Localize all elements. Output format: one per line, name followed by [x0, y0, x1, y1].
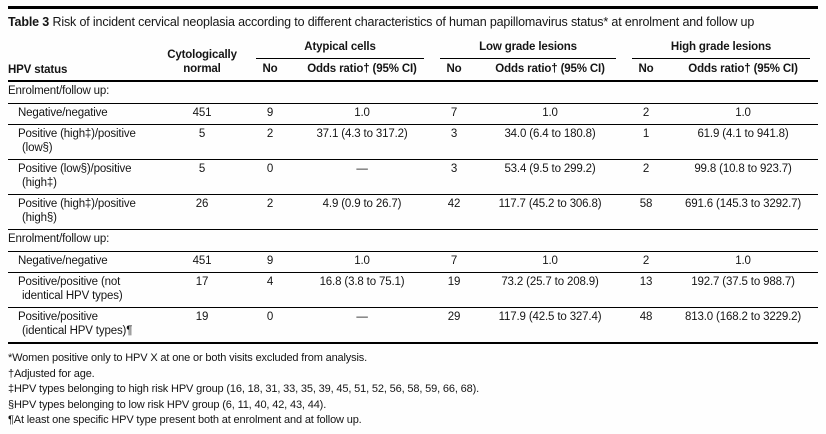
cell-atypical-odds-ratio: — [356, 163, 368, 175]
row-label: Positive (high‡)/positive (low§) [18, 128, 136, 154]
cell-lowgrade-no: 3 [450, 128, 458, 140]
cell-cytologically-normal: 5 [198, 128, 206, 140]
cell-highgrade-no: 48 [639, 311, 653, 323]
cell-cytologically-normal: 451 [192, 106, 212, 119]
cell-highgrade-odds-ratio: 99.8 (10.8 to 923.7) [694, 163, 792, 175]
cell-lowgrade-odds-ratio: 53.4 (9.5 to 299.2) [504, 163, 596, 175]
col-header-atypical-no: No [262, 62, 278, 75]
table-row-negative-negative-1: Negative/negative 451 9 1.0 7 1.0 2 1.0 [8, 103, 819, 125]
section-label: Enrolment/follow up: [8, 233, 110, 245]
footnote-dagger: †Adjusted for age. [8, 367, 95, 380]
cell-lowgrade-no: 19 [447, 276, 461, 288]
cell-lowgrade-odds-ratio: 117.9 (42.5 to 327.4) [498, 311, 602, 323]
cell-lowgrade-no: 7 [450, 254, 458, 267]
table-row-positive-low-positive-high: Positive (low§)/positive (high‡) 5 0 — 3… [8, 159, 819, 195]
cell-lowgrade-no: 7 [450, 106, 458, 119]
cell-atypical-no: 2 [266, 128, 274, 140]
cell-highgrade-no: 58 [639, 198, 653, 210]
section-row-enrolment-followup-2: Enrolment/follow up: [8, 229, 819, 252]
cell-atypical-no: 4 [266, 276, 274, 288]
group-header-atypical-cells: Atypical cells [248, 41, 432, 59]
results-table: HPV status Cytologically normal Atypical… [8, 41, 819, 344]
group-header-high-grade-lesions: High grade lesions [624, 41, 818, 59]
cell-highgrade-odds-ratio: 813.0 (168.2 to 3229.2) [684, 311, 802, 323]
section-row-enrolment-followup-1: Enrolment/follow up: [8, 81, 819, 103]
col-header-lowgrade-no: No [446, 62, 462, 75]
col-header-lowgrade-odds-ratio: Odds ratio† (95% CI) [495, 62, 605, 75]
cell-lowgrade-odds-ratio: 34.0 (6.4 to 180.8) [504, 128, 596, 140]
footnotes: *Women positive only to HPV X at one or … [8, 351, 818, 429]
table-row-positive-positive-identical: Positive/positive (identical HPV types)¶… [8, 307, 819, 344]
cell-atypical-no: 9 [266, 106, 274, 119]
table-row-positive-high-positive-high: Positive (high‡)/positive (high§) 26 2 4… [8, 194, 819, 230]
table-header: HPV status Cytologically normal Atypical… [8, 41, 819, 82]
cell-atypical-odds-ratio: 1.0 [354, 106, 370, 119]
row-label: Positive/positive (not identical HPV typ… [18, 276, 123, 302]
cell-highgrade-no: 2 [642, 106, 650, 119]
cell-atypical-odds-ratio: 1.0 [354, 254, 370, 267]
footnote-section-mark: §HPV types belonging to low risk HPV gro… [8, 398, 327, 411]
cell-cytologically-normal: 451 [192, 254, 212, 267]
cell-atypical-no: 9 [266, 254, 274, 267]
cell-highgrade-no: 2 [642, 163, 650, 175]
table-body: Enrolment/follow up: Negative/negative 4… [8, 81, 819, 344]
col-header-highgrade-no: No [638, 62, 654, 75]
cell-highgrade-no: 1 [642, 128, 650, 140]
cell-highgrade-odds-ratio: 691.6 (145.3 to 3292.7) [684, 198, 802, 210]
cell-cytologically-normal: 26 [195, 198, 209, 210]
row-label: Positive (high‡)/positive (high§) [18, 198, 136, 224]
cell-atypical-odds-ratio: 4.9 (0.9 to 26.7) [322, 198, 402, 210]
row-label: Negative/negative [18, 106, 108, 119]
group-header-low-grade-lesions: Low grade lesions [432, 41, 624, 59]
col-header-cytologically-normal: Cytologically normal [167, 49, 237, 75]
cell-atypical-no: 0 [266, 311, 274, 323]
cell-cytologically-normal: 17 [195, 276, 209, 288]
cell-lowgrade-odds-ratio: 73.2 (25.7 to 208.9) [501, 276, 599, 288]
col-header-atypical-odds-ratio: Odds ratio† (95% CI) [307, 62, 417, 75]
cell-highgrade-no: 2 [642, 254, 650, 267]
table-caption-text: Risk of incident cervical neoplasia acco… [52, 15, 755, 29]
top-rule [8, 6, 818, 9]
cell-highgrade-odds-ratio: 192.7 (37.5 to 988.7) [691, 276, 795, 288]
cell-highgrade-no: 13 [639, 276, 653, 288]
cell-atypical-no: 2 [266, 198, 274, 210]
cell-lowgrade-no: 3 [450, 163, 458, 175]
footnote-double-dagger: ‡HPV types belonging to high risk HPV gr… [8, 383, 480, 395]
cell-highgrade-odds-ratio: 1.0 [735, 254, 751, 267]
cell-atypical-odds-ratio: — [356, 311, 368, 323]
cell-lowgrade-odds-ratio: 117.7 (45.2 to 306.8) [498, 198, 602, 210]
cell-lowgrade-no: 29 [447, 311, 461, 323]
table-row-positive-high-positive-low: Positive (high‡)/positive (low§) 5 2 37.… [8, 124, 819, 160]
cell-cytologically-normal: 19 [195, 311, 209, 323]
row-label: Negative/negative [18, 254, 108, 267]
cell-atypical-no: 0 [266, 163, 274, 175]
cell-highgrade-odds-ratio: 1.0 [735, 106, 751, 119]
table-row-positive-positive-not-identical: Positive/positive (not identical HPV typ… [8, 272, 819, 308]
cell-atypical-odds-ratio: 16.8 (3.8 to 75.1) [319, 276, 405, 288]
row-label: Positive (low§)/positive (high‡) [18, 163, 132, 189]
cell-lowgrade-odds-ratio: 1.0 [542, 106, 558, 119]
cell-cytologically-normal: 5 [198, 163, 206, 175]
col-header-hpv-status: HPV status [8, 64, 68, 76]
footnote-asterisk: *Women positive only to HPV X at one or … [8, 352, 368, 364]
col-header-highgrade-odds-ratio: Odds ratio† (95% CI) [688, 62, 798, 75]
cell-lowgrade-no: 42 [447, 198, 461, 210]
table-number: Table 3 [8, 15, 50, 29]
footnote-pilcrow: ¶At least one specific HPV type present … [8, 414, 362, 426]
cell-highgrade-odds-ratio: 61.9 (4.1 to 941.8) [697, 128, 789, 140]
section-label: Enrolment/follow up: [8, 85, 110, 97]
cell-lowgrade-odds-ratio: 1.0 [542, 254, 558, 267]
cell-atypical-odds-ratio: 37.1 (4.3 to 317.2) [316, 128, 408, 140]
sub-header-row: No Odds ratio† (95% CI) No Odds ratio† (… [8, 59, 818, 82]
group-header-row: HPV status Cytologically normal Atypical… [8, 41, 818, 76]
table-row-negative-negative-2: Negative/negative 451 9 1.0 7 1.0 2 1.0 [8, 251, 819, 273]
row-label: Positive/positive (identical HPV types)¶ [18, 311, 133, 337]
table-caption: Table 3 Risk of incident cervical neopla… [8, 14, 788, 30]
